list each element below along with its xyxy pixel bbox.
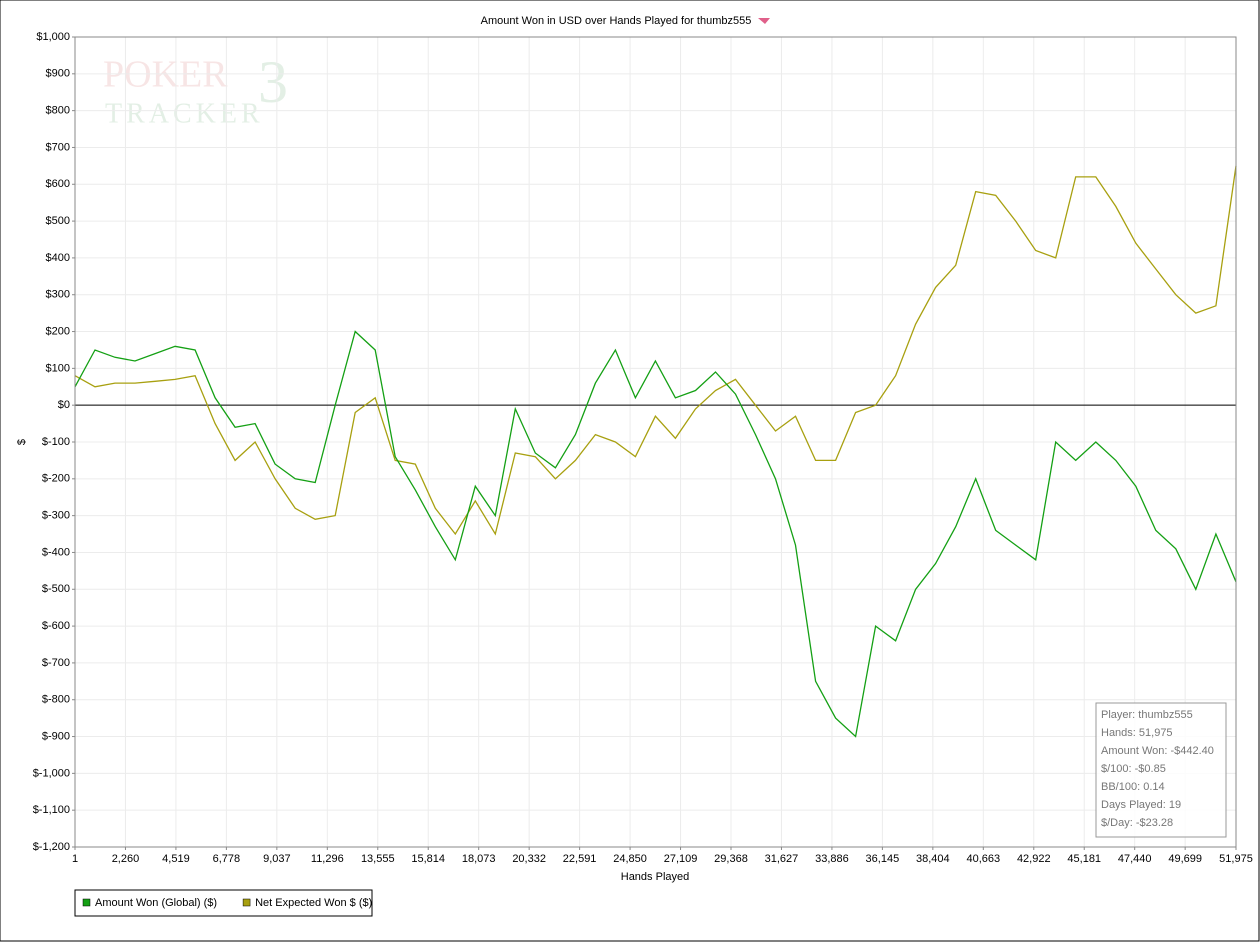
stats-line: Hands: 51,975 bbox=[1101, 727, 1173, 739]
x-tick-label: 13,555 bbox=[361, 853, 395, 865]
y-tick-label: $-800 bbox=[42, 694, 70, 706]
y-tick-label: $-300 bbox=[42, 510, 70, 522]
x-tick-label: 18,073 bbox=[462, 853, 496, 865]
x-tick-label: 4,519 bbox=[162, 853, 190, 865]
y-tick-label: $-200 bbox=[42, 473, 70, 485]
y-tick-label: $1,000 bbox=[36, 31, 70, 43]
x-tick-label: 29,368 bbox=[714, 853, 748, 865]
x-tick-label: 38,404 bbox=[916, 853, 950, 865]
y-tick-label: $-1,000 bbox=[33, 767, 70, 779]
watermark: POKER TRACKER 3 bbox=[103, 49, 288, 130]
x-tick-label: 45,181 bbox=[1067, 853, 1101, 865]
x-tick-label: 51,975 bbox=[1219, 853, 1253, 865]
x-tick-label: 1 bbox=[72, 853, 78, 865]
y-tick-label: $-700 bbox=[42, 657, 70, 669]
y-tick-label: $300 bbox=[46, 289, 70, 301]
x-tick-label: 49,699 bbox=[1168, 853, 1202, 865]
plot-border bbox=[74, 36, 1237, 848]
stats-line: Amount Won: -$442.40 bbox=[1101, 745, 1214, 757]
x-tick-label: 15,814 bbox=[411, 853, 445, 865]
x-tick-label: 40,663 bbox=[966, 853, 1000, 865]
legend-box bbox=[74, 889, 373, 917]
y-tick-label: $-1,200 bbox=[33, 841, 70, 853]
y-tick-label: $-500 bbox=[42, 583, 70, 595]
y-tick-label: $200 bbox=[46, 325, 70, 337]
y-tick-label: $700 bbox=[46, 141, 70, 153]
y-tick-label: $900 bbox=[46, 68, 70, 80]
x-tick-label: 24,850 bbox=[613, 853, 647, 865]
x-tick-label: 47,440 bbox=[1118, 853, 1152, 865]
x-tick-label: 33,886 bbox=[815, 853, 849, 865]
x-tick-label: 22,591 bbox=[563, 853, 597, 865]
chart-title: Amount Won in USD over Hands Played for … bbox=[481, 15, 752, 27]
y-tick-label: $-100 bbox=[42, 436, 70, 448]
y-tick-label: $0 bbox=[58, 399, 70, 411]
x-tick-label: 27,109 bbox=[664, 853, 698, 865]
stats-line: $/Day: -$23.28 bbox=[1101, 817, 1173, 829]
x-tick-label: 31,627 bbox=[765, 853, 799, 865]
series-line bbox=[74, 330, 1237, 738]
x-tick-label: 6,778 bbox=[213, 853, 241, 865]
watermark-text: 3 bbox=[258, 49, 288, 115]
y-tick-label: $500 bbox=[46, 215, 70, 227]
stats-line: Days Played: 19 bbox=[1101, 799, 1181, 811]
x-tick-label: 9,037 bbox=[263, 853, 291, 865]
x-tick-label: 42,922 bbox=[1017, 853, 1051, 865]
stats-line: BB/100: 0.14 bbox=[1101, 781, 1165, 793]
series-line bbox=[74, 165, 1237, 536]
x-tick-label: 36,145 bbox=[866, 853, 900, 865]
x-axis-label: Hands Played bbox=[621, 871, 690, 883]
watermark-text: POKER bbox=[103, 54, 228, 96]
watermark-text: TRACKER bbox=[105, 98, 264, 129]
legend-swatch bbox=[82, 898, 91, 907]
y-tick-label: $400 bbox=[46, 252, 70, 264]
x-tick-label: 2,260 bbox=[112, 853, 140, 865]
y-tick-label: $100 bbox=[46, 362, 70, 374]
x-tick-label: 20,332 bbox=[512, 853, 546, 865]
y-tick-label: $-1,100 bbox=[33, 804, 70, 816]
y-axis-label: $ bbox=[16, 439, 28, 445]
y-tick-label: $600 bbox=[46, 178, 70, 190]
y-tick-label: $-600 bbox=[42, 620, 70, 632]
stats-box bbox=[1095, 702, 1227, 838]
y-tick-label: $-400 bbox=[42, 546, 70, 558]
stats-line: Player: thumbz555 bbox=[1101, 709, 1193, 721]
y-tick-label: $800 bbox=[46, 105, 70, 117]
stats-line: $/100: -$0.85 bbox=[1101, 763, 1166, 775]
x-tick-label: 11,296 bbox=[311, 853, 344, 865]
legend-label: Net Expected Won $ ($) bbox=[255, 897, 372, 909]
title-icon bbox=[758, 18, 770, 24]
legend-label: Amount Won (Global) ($) bbox=[95, 897, 217, 909]
y-tick-label: $-900 bbox=[42, 730, 70, 742]
legend-swatch bbox=[242, 898, 251, 907]
